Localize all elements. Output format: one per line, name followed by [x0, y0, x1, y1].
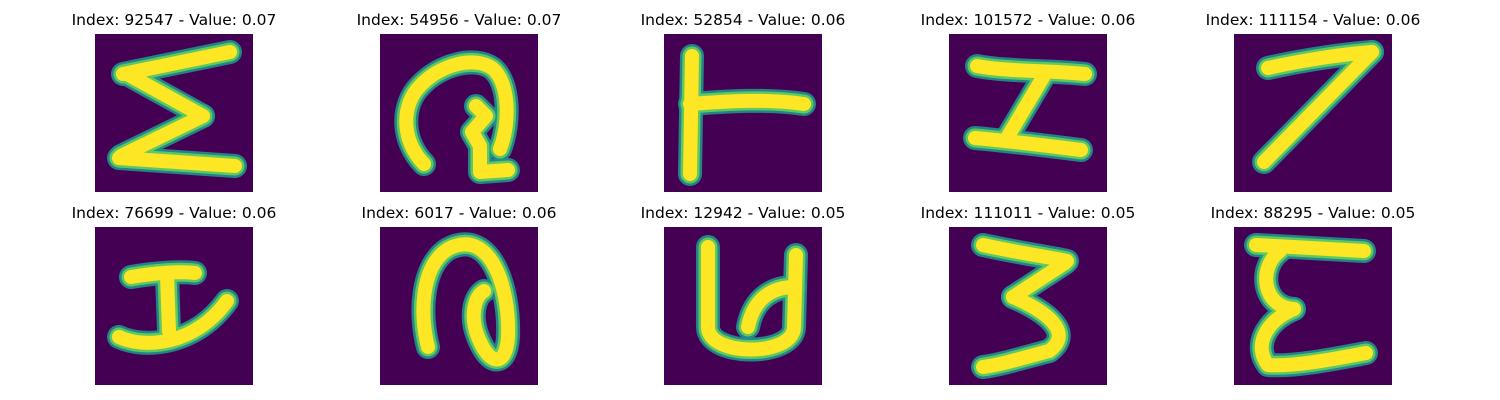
handwritten-glyph-image [95, 227, 253, 385]
image-panel: Index: 111154 - Value: 0.06 [1173, 10, 1453, 195]
image-panel: Index: 92547 - Value: 0.07 [34, 10, 314, 195]
panel-title: Index: 101572 - Value: 0.06 [920, 11, 1136, 29]
panel-title: Index: 111011 - Value: 0.05 [920, 204, 1136, 222]
glyph-stroke [1249, 238, 1371, 258]
glyph-stroke [1000, 67, 1052, 145]
glyph-stroke [112, 151, 242, 173]
panel-title: Index: 52854 - Value: 0.06 [640, 11, 846, 29]
panel-title: Index: 6017 - Value: 0.06 [361, 204, 557, 222]
panel-title: Index: 111154 - Value: 0.06 [1205, 11, 1421, 29]
handwritten-glyph-image [664, 227, 822, 385]
handwritten-glyph-image [949, 34, 1107, 192]
glyph-stroke [399, 55, 514, 171]
panel-title: Index: 88295 - Value: 0.05 [1210, 204, 1416, 222]
panel-title: Index: 12942 - Value: 0.05 [640, 204, 846, 222]
glyph-stroke [1006, 256, 1072, 304]
glyph-drawing [1252, 40, 1384, 174]
image-panel: Index: 101572 - Value: 0.06 [888, 10, 1168, 195]
glyph-stroke [976, 344, 1056, 374]
glyph-drawing [963, 54, 1097, 162]
glyph-stroke [1257, 45, 1379, 169]
glyph-drawing [971, 233, 1079, 379]
glyph-stroke [120, 67, 210, 123]
handwritten-glyph-image [1234, 227, 1392, 385]
glyph-stroke [968, 131, 1088, 157]
image-panel: Index: 88295 - Value: 0.05 [1173, 203, 1453, 388]
image-panel: Index: 76699 - Value: 0.06 [34, 203, 314, 388]
image-panel: Index: 52854 - Value: 0.06 [603, 10, 883, 195]
glyph-stroke [416, 237, 516, 367]
glyph-drawing [107, 260, 239, 355]
handwritten-glyph-image [664, 34, 822, 192]
glyph-drawing [411, 232, 521, 372]
glyph-stroke [741, 280, 801, 334]
handwritten-glyph-image [380, 34, 538, 192]
handwritten-glyph-image [1234, 34, 1392, 192]
handwritten-glyph-image [949, 227, 1107, 385]
glyph-stroke [970, 59, 1092, 81]
image-panel: Index: 111011 - Value: 0.05 [888, 203, 1168, 388]
glyph-stroke [465, 99, 515, 179]
panel-title: Index: 54956 - Value: 0.07 [356, 11, 562, 29]
glyph-stroke [683, 49, 699, 181]
glyph-stroke [701, 240, 803, 357]
glyph-drawing [394, 50, 520, 184]
glyph-drawing [696, 235, 808, 362]
glyph-drawing [678, 44, 816, 186]
image-panel: Index: 6017 - Value: 0.06 [319, 203, 599, 388]
handwritten-glyph-image [95, 34, 253, 192]
glyph-stroke [114, 109, 210, 163]
image-panel: Index: 12942 - Value: 0.05 [603, 203, 883, 388]
glyph-drawing [1244, 233, 1378, 378]
panel-title: Index: 76699 - Value: 0.06 [71, 204, 277, 222]
glyph-stroke [683, 93, 811, 111]
glyph-stroke [1254, 302, 1373, 373]
glyph-drawing [107, 40, 247, 178]
glyph-stroke [112, 294, 234, 350]
panel-title: Index: 92547 - Value: 0.07 [71, 11, 277, 29]
handwritten-glyph-image [380, 227, 538, 385]
glyph-stroke [116, 45, 237, 81]
glyph-stroke [160, 268, 176, 338]
image-panel: Index: 54956 - Value: 0.07 [319, 10, 599, 195]
